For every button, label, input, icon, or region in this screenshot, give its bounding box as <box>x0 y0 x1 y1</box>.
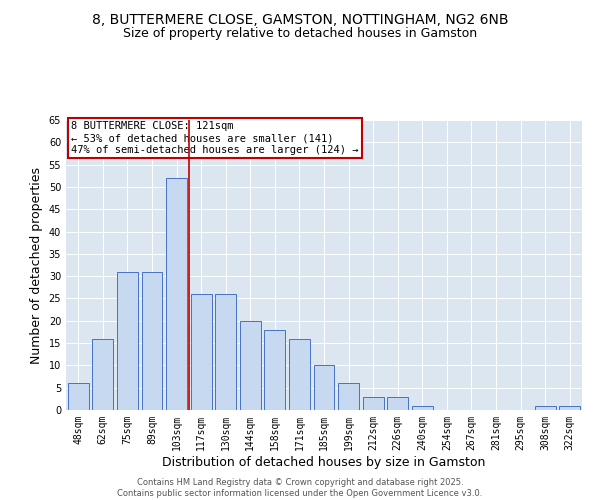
Bar <box>314 366 334 410</box>
Text: Contains HM Land Registry data © Crown copyright and database right 2025.
Contai: Contains HM Land Registry data © Crown c… <box>118 478 482 498</box>
Text: Size of property relative to detached houses in Gamston: Size of property relative to detached ho… <box>123 28 477 40</box>
Bar <box>191 294 212 410</box>
Bar <box>289 338 310 410</box>
Bar <box>338 383 359 410</box>
Bar <box>559 406 580 410</box>
Bar <box>412 406 433 410</box>
Bar <box>166 178 187 410</box>
Bar <box>362 396 383 410</box>
Bar <box>535 406 556 410</box>
Bar <box>92 338 113 410</box>
Bar <box>265 330 286 410</box>
Text: 8, BUTTERMERE CLOSE, GAMSTON, NOTTINGHAM, NG2 6NB: 8, BUTTERMERE CLOSE, GAMSTON, NOTTINGHAM… <box>92 12 508 26</box>
Bar <box>117 272 138 410</box>
Bar <box>142 272 163 410</box>
Bar <box>387 396 408 410</box>
Bar <box>68 383 89 410</box>
Text: 8 BUTTERMERE CLOSE: 121sqm
← 53% of detached houses are smaller (141)
47% of sem: 8 BUTTERMERE CLOSE: 121sqm ← 53% of deta… <box>71 122 359 154</box>
X-axis label: Distribution of detached houses by size in Gamston: Distribution of detached houses by size … <box>163 456 485 468</box>
Bar <box>240 321 261 410</box>
Y-axis label: Number of detached properties: Number of detached properties <box>30 166 43 364</box>
Bar <box>215 294 236 410</box>
